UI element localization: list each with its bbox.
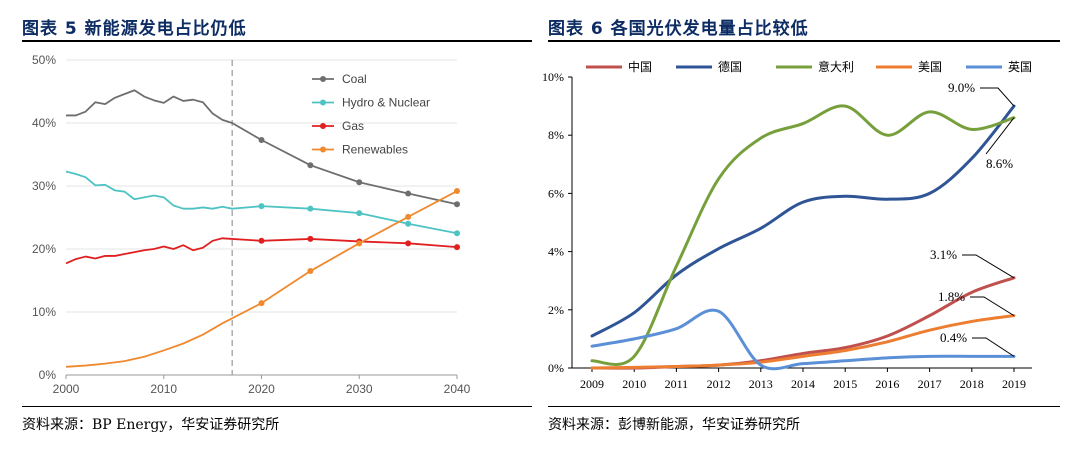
y-tick-label: 2% (548, 303, 564, 317)
data-label-9-0: 9.0% (948, 80, 975, 95)
data-point-hydro-nuclear (356, 210, 363, 217)
data-point-gas (454, 244, 460, 251)
x-tick-label: 2012 (707, 377, 731, 391)
data-label-8-6: 8.6% (986, 156, 1013, 171)
series-line-hydro-nuclear (65, 170, 458, 235)
x-tick-label: 2000 (53, 382, 80, 396)
data-point-hydro-nuclear (258, 203, 265, 210)
left-title-rule (22, 40, 532, 42)
legend-marker-gas (320, 123, 326, 129)
y-tick-label: 40% (32, 116, 56, 130)
x-tick-label: 2018 (960, 377, 984, 391)
annotation-leader-line (985, 117, 1015, 155)
y-tick-label: 6% (548, 186, 564, 200)
data-label-3-1: 3.1% (930, 247, 957, 262)
series-line-德国 (590, 104, 1016, 338)
legend-marker-renewables (320, 146, 326, 153)
x-tick-label: 2019 (1002, 377, 1026, 391)
annotation-leader-line (970, 296, 1015, 317)
x-tick-label: 2040 (444, 382, 471, 396)
y-tick-label: 0% (548, 361, 564, 375)
data-point-gas (307, 235, 314, 242)
series-line-renewables (65, 190, 458, 368)
data-point-renewables (307, 268, 314, 275)
x-tick-label: 2020 (248, 382, 275, 396)
y-tick-label: 10% (32, 305, 56, 319)
data-point-coal (405, 190, 412, 197)
left-line-chart: 0% 10% 20% 30% 40% 50% 2000 2010 2020 2030 2040 Coa… (32, 53, 471, 396)
right-source-note: 资料来源：彭博新能源，华安证券研究所 (548, 417, 800, 433)
legend-marker-hydro-nuclear (320, 99, 326, 106)
y-tick-label: 20% (32, 242, 56, 256)
data-point-coal (454, 201, 460, 208)
y-tick-label: 4% (548, 245, 564, 259)
data-point-coal (307, 162, 314, 169)
legend-label-美国: 美国 (918, 60, 942, 74)
x-tick-label: 2017 (918, 377, 942, 391)
right-title-rule (548, 40, 1060, 42)
right-source-rule (548, 406, 1060, 407)
legend-label-德国: 德国 (718, 59, 742, 74)
series-line-英国 (590, 308, 1016, 371)
legend-label-英国: 英国 (1008, 60, 1032, 74)
x-tick-label: 2015 (833, 377, 857, 391)
right-figure-title: 图表 6 各国光伏发电量占比较低 (548, 19, 809, 39)
data-point-gas (258, 237, 265, 244)
y-tick-label: 10% (542, 70, 564, 84)
left-source-note: 资料来源：BP Energy，华安证券研究所 (22, 417, 280, 433)
data-point-renewables (258, 300, 265, 307)
annotation-leader-line (980, 87, 1015, 107)
series-line-美国 (590, 314, 1016, 370)
left-figure-title: 图表 5 新能源发电占比仍低 (22, 19, 247, 39)
legend-label-gas: Gas (342, 119, 364, 133)
data-label-0-4: 0.4% (940, 330, 967, 345)
data-point-hydro-nuclear (405, 220, 412, 227)
y-tick-label: 50% (32, 53, 56, 67)
legend-label-coal: Coal (342, 72, 367, 86)
y-tick-label: 8% (548, 128, 564, 142)
y-tick-label: 0% (39, 368, 57, 382)
data-point-hydro-nuclear (454, 230, 460, 237)
x-tick-label: 2010 (150, 382, 177, 396)
x-tick-label: 2011 (665, 377, 689, 391)
legend-label-意大利: 意大利 (818, 59, 854, 74)
legend-label-中国: 中国 (628, 59, 652, 74)
data-point-renewables (405, 213, 412, 220)
annotation-leader-line (972, 337, 1015, 357)
series-line-意大利 (590, 104, 1016, 366)
x-tick-label: 2013 (749, 377, 773, 391)
data-point-renewables (356, 240, 363, 247)
x-tick-label: 2010 (622, 377, 646, 391)
y-tick-label: 30% (32, 179, 56, 193)
legend-marker-coal (320, 76, 326, 82)
series-line-gas (65, 237, 458, 265)
legend-label-hydro-nuclear: Hydro & Nuclear (342, 96, 430, 110)
right-line-chart: 0% 2% 4% 6% 8% 10% 2009 2010 2011 2012 2013 2014 201… (542, 59, 1032, 391)
data-point-renewables (454, 188, 460, 195)
data-point-hydro-nuclear (307, 205, 314, 212)
x-tick-label: 2030 (346, 382, 373, 396)
data-point-coal (356, 179, 363, 186)
data-point-coal (258, 137, 265, 144)
left-source-rule (22, 406, 532, 407)
x-tick-label: 2016 (875, 377, 899, 391)
x-tick-label: 2014 (791, 377, 815, 391)
series-line-coal (66, 89, 458, 206)
legend-label-renewables: Renewables (342, 143, 408, 157)
x-tick-label: 2009 (580, 377, 604, 391)
data-point-gas (405, 240, 412, 247)
annotation-leader-line (962, 254, 1015, 279)
data-label-1-8: 1.8% (938, 289, 965, 304)
